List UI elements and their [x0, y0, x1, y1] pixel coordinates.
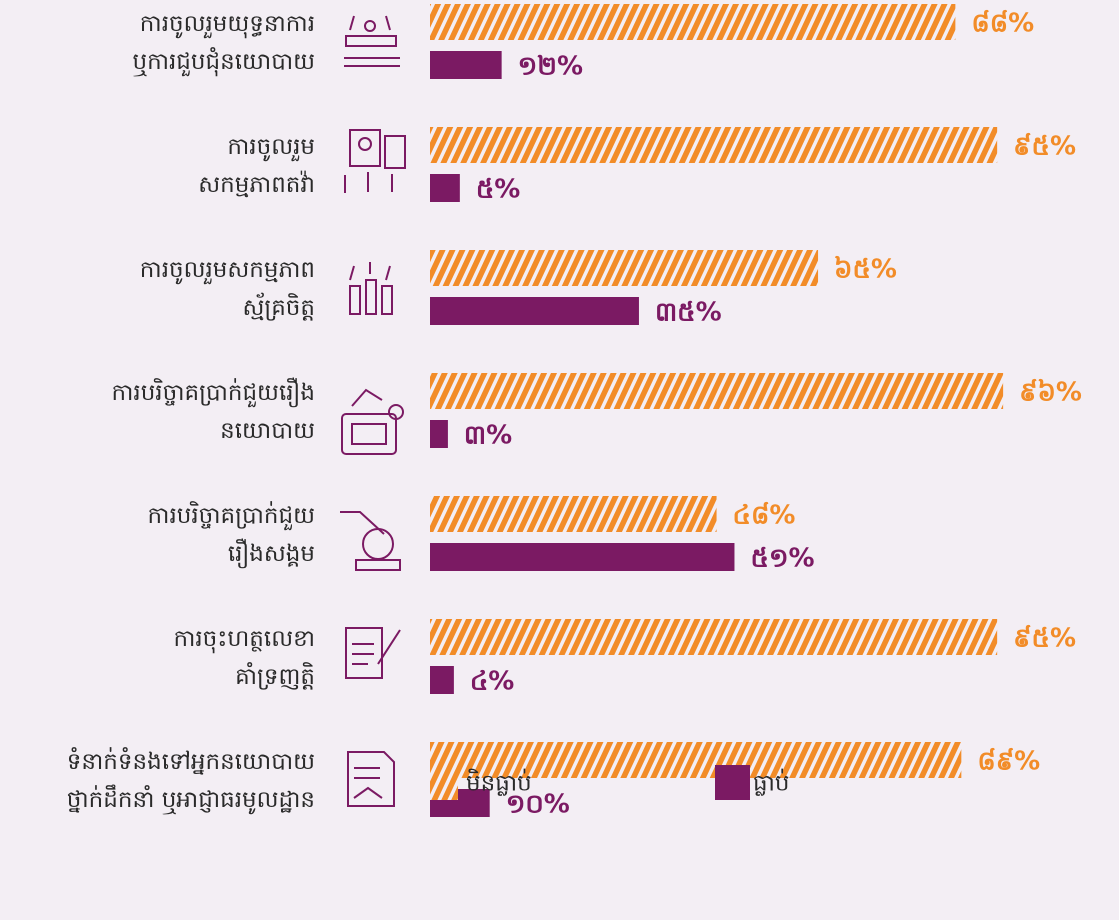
bar: [430, 496, 717, 532]
category-label: ការចុះហត្ថលេខា គាំទ្រញត្តិ: [173, 626, 315, 690]
value-label: ៩៥%: [1013, 132, 1076, 162]
bar: [430, 51, 502, 79]
value-label: ៥%: [476, 175, 520, 205]
bar: [430, 373, 1004, 409]
value-label: ៣៥%: [655, 298, 722, 328]
legend-swatch: [715, 765, 750, 800]
value-label: ៨៨%: [971, 9, 1034, 39]
bar: [430, 4, 956, 40]
value-label: ៦៥%: [834, 255, 897, 285]
icon-volunteer: [349, 262, 393, 315]
bar: [430, 297, 639, 325]
icons: [340, 15, 406, 807]
icon-protest: [344, 129, 406, 193]
value-label: ១០%: [506, 790, 570, 820]
category-label: ការបរិច្ចាគប្រាក់ជួយ រឿងសង្គម: [147, 503, 315, 567]
icon-petition: [345, 627, 401, 679]
bar: [430, 666, 454, 694]
bar: [430, 742, 962, 778]
bar: [430, 250, 819, 286]
value-label: ៤៨%: [733, 501, 796, 531]
value-label: ៩៦%: [1019, 378, 1082, 408]
icon-donate-social: [340, 511, 401, 571]
bar: [430, 619, 998, 655]
bar: [430, 543, 735, 571]
value-label: ៣%: [464, 421, 512, 451]
bar: [430, 174, 460, 202]
icon-rally: [344, 15, 400, 67]
value-label: ៥១%: [750, 544, 814, 574]
value-label: ១២%: [518, 52, 583, 82]
icon-donate-politics: [341, 388, 404, 455]
legend-swatch: [430, 765, 458, 800]
legend-label: មិនធ្លាប់: [466, 769, 532, 797]
category-label: ការចូលរួមយុទ្ធនាការ ឬការជួបជុំនយោបាយ: [132, 11, 316, 75]
bar: [430, 127, 998, 163]
value-label: ៤%: [470, 667, 514, 697]
value-label: ៨៩%: [977, 747, 1040, 777]
category-label: ការបរិច្ចាគប្រាក់ជួយរឿង នយោបាយ: [111, 380, 316, 444]
icon-contact: [347, 751, 395, 807]
category-label: ទំនាក់ទំនងទៅអ្នកនយោបាយ ថ្នាក់ដឹកនាំ ឬអាជ…: [66, 749, 315, 813]
legend-label: ធ្លាប់: [753, 769, 790, 797]
value-label: ៩៥%: [1013, 624, 1076, 654]
bar: [430, 420, 448, 448]
category-label: ការចូលរួមសកម្មភាព ស្ម័គ្រចិត្ត: [139, 257, 315, 321]
category-label: ការចូលរួម សកម្មភាពតវ៉ា: [198, 134, 315, 198]
